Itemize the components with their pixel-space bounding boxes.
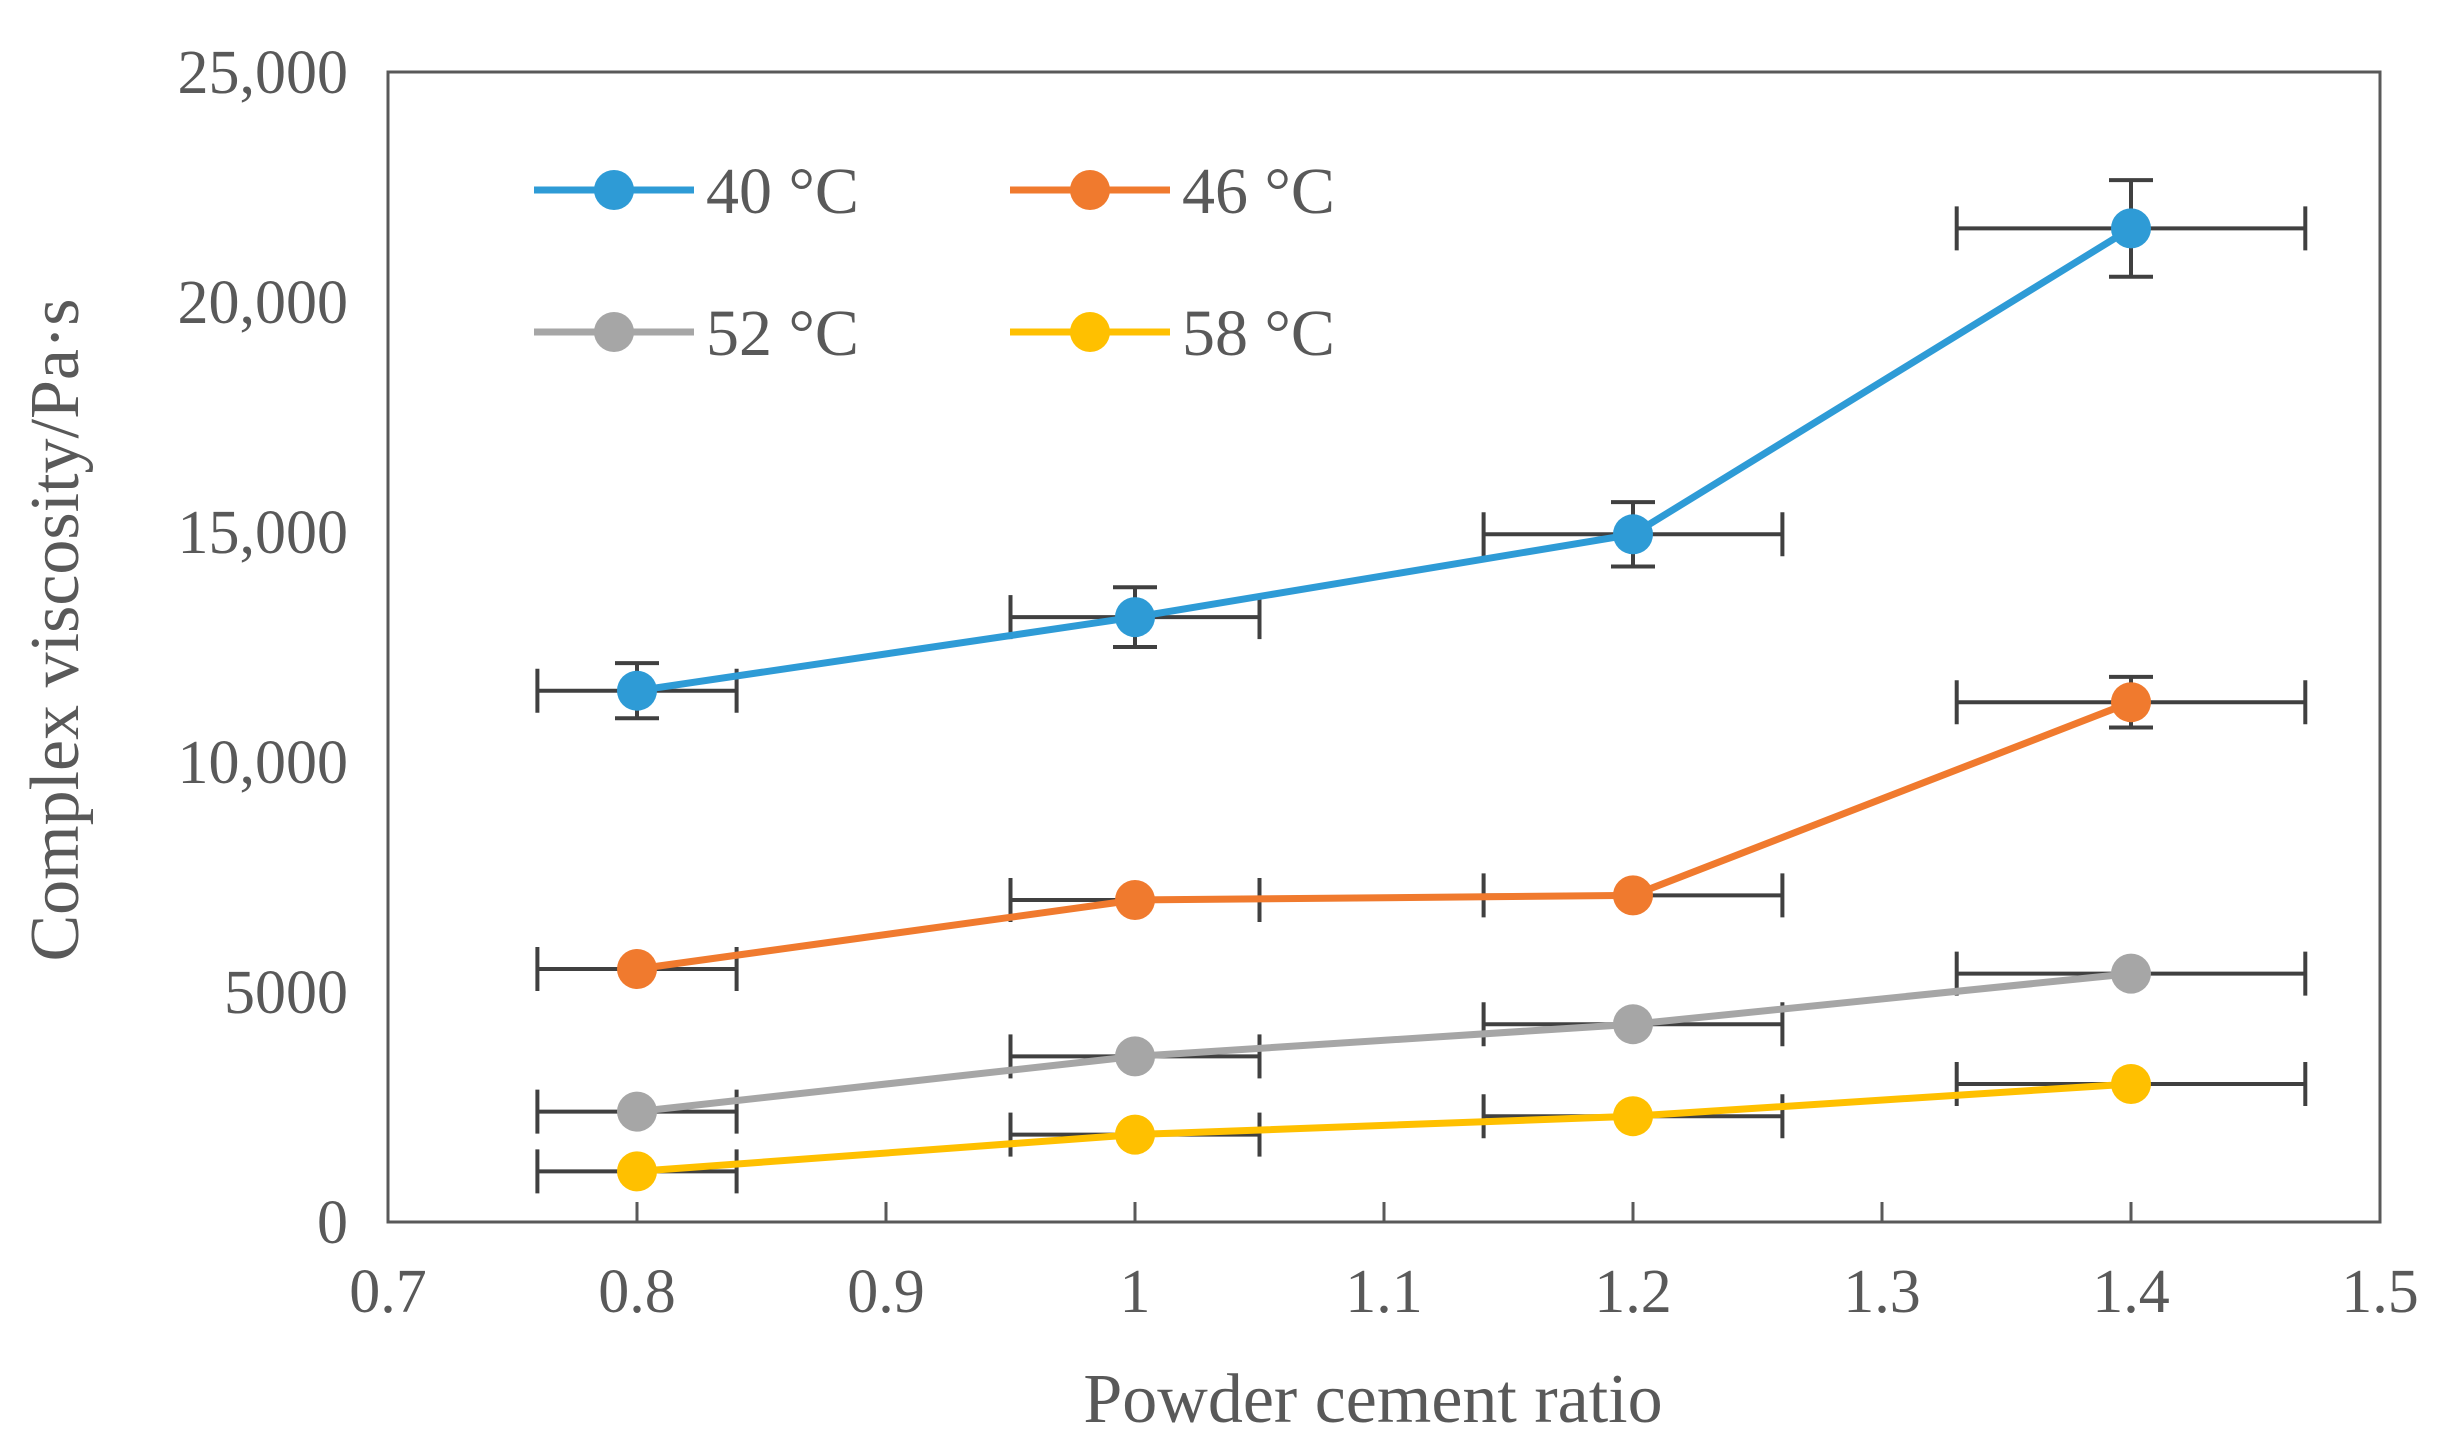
y-tick-label-20-000: 20,000 <box>178 269 349 337</box>
data-point-58-c-2 <box>1613 1096 1653 1137</box>
legend-marker-40-c <box>594 170 634 210</box>
legend-marker-58-c <box>1070 312 1110 352</box>
series-line-46-c <box>636 698 2133 973</box>
axis-ticks-layer: 0.7 0.8 0.9 1 1.1 1.2 1.3 1.4 1.5 0 5000 10,000 15,0… <box>178 39 2419 1326</box>
plot-frame-layer <box>386 70 2382 1224</box>
data-point-46-c-1 <box>1115 880 1155 920</box>
series-line-40-c <box>636 225 2133 695</box>
data-point-40-c-1 <box>1115 597 1155 638</box>
x-tick-label-1-2: 1.2 <box>1594 1258 1672 1326</box>
plot-frame <box>386 70 2382 1224</box>
data-point-40-c-3 <box>2111 208 2151 249</box>
data-point-46-c-2 <box>1613 875 1653 916</box>
x-tick-label-1-1: 1.1 <box>1345 1258 1423 1326</box>
y-tick-label-10-000: 10,000 <box>178 729 349 797</box>
data-point-52-c-2 <box>1613 1004 1653 1045</box>
legend-label-52-c: 52 °C <box>706 297 859 370</box>
series-line-58-c <box>636 1080 2132 1175</box>
y-tick-label-25-000: 25,000 <box>178 39 349 107</box>
x-tick-label-0-8: 0.8 <box>598 1258 676 1326</box>
y-axis-title: Complex viscosity/Pa·s <box>17 298 94 961</box>
x-tick-label-1: 1 <box>1120 1258 1151 1326</box>
data-point-46-c-3 <box>2111 682 2151 723</box>
data-point-40-c-2 <box>1613 514 1653 555</box>
x-tick-label-0-9: 0.9 <box>847 1258 925 1326</box>
data-point-52-c-1 <box>1115 1036 1155 1077</box>
legend-marker-52-c <box>594 312 634 352</box>
series-line-52-c <box>636 970 2132 1116</box>
series-lines-layer <box>636 225 2133 1175</box>
x-axis-title: Powder cement ratio <box>1083 1361 1662 1438</box>
x-tick-label-0-7: 0.7 <box>349 1258 427 1326</box>
y-tick-label-15-000: 15,000 <box>178 499 349 567</box>
data-point-46-c-0 <box>617 949 657 989</box>
y-tick-label-0: 0 <box>317 1189 348 1257</box>
data-point-58-c-0 <box>617 1151 657 1192</box>
legend-label-40-c: 40 °C <box>706 155 859 228</box>
legend: 40 °C 46 °C 52 °C 58 °C <box>534 155 1335 370</box>
data-point-52-c-0 <box>617 1091 657 1132</box>
legend-marker-46-c <box>1070 170 1110 210</box>
x-tick-label-1-4: 1.4 <box>2092 1258 2170 1326</box>
data-point-58-c-1 <box>1115 1114 1155 1155</box>
x-tick-label-1-5: 1.5 <box>2341 1258 2419 1326</box>
data-point-40-c-0 <box>617 670 657 711</box>
data-point-52-c-3 <box>2111 953 2151 994</box>
y-tick-label-5000: 5000 <box>224 959 348 1027</box>
data-point-58-c-3 <box>2111 1064 2151 1104</box>
legend-label-46-c: 46 °C <box>1182 155 1335 228</box>
legend-label-58-c: 58 °C <box>1182 297 1335 370</box>
data-points-layer <box>617 208 2151 1192</box>
x-tick-label-1-3: 1.3 <box>1843 1258 1921 1326</box>
